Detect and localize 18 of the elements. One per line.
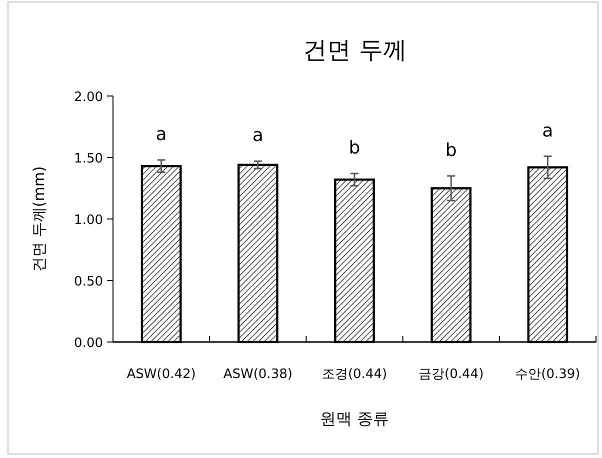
- x-tick-label: 수안(0.39): [515, 367, 580, 382]
- chart-title: 건면 두께: [303, 36, 407, 64]
- annotation: a: [252, 125, 264, 146]
- annotation: b: [445, 140, 457, 161]
- y-tick-label: 1.00: [74, 213, 103, 228]
- x-tick-label: 금강(0.44): [418, 367, 484, 382]
- y-tick-label: 2.00: [74, 90, 103, 105]
- x-tick-label: ASW(0.42): [126, 367, 196, 382]
- y-tick-label: 0.50: [74, 274, 103, 290]
- y-axis-title: 건면 두께(mm): [30, 166, 48, 272]
- x-tick-label: 조경(0.44): [322, 367, 388, 382]
- annotation: b: [348, 137, 360, 158]
- y-tick-label: 1.50: [74, 152, 103, 166]
- annotation: a: [156, 124, 167, 145]
- annotation: a: [542, 120, 554, 142]
- x-tick-label: ASW(0.38): [223, 367, 292, 382]
- y-tick-label: 0.00: [74, 336, 103, 351]
- x-axis-title: 원맥 종류: [320, 409, 390, 428]
